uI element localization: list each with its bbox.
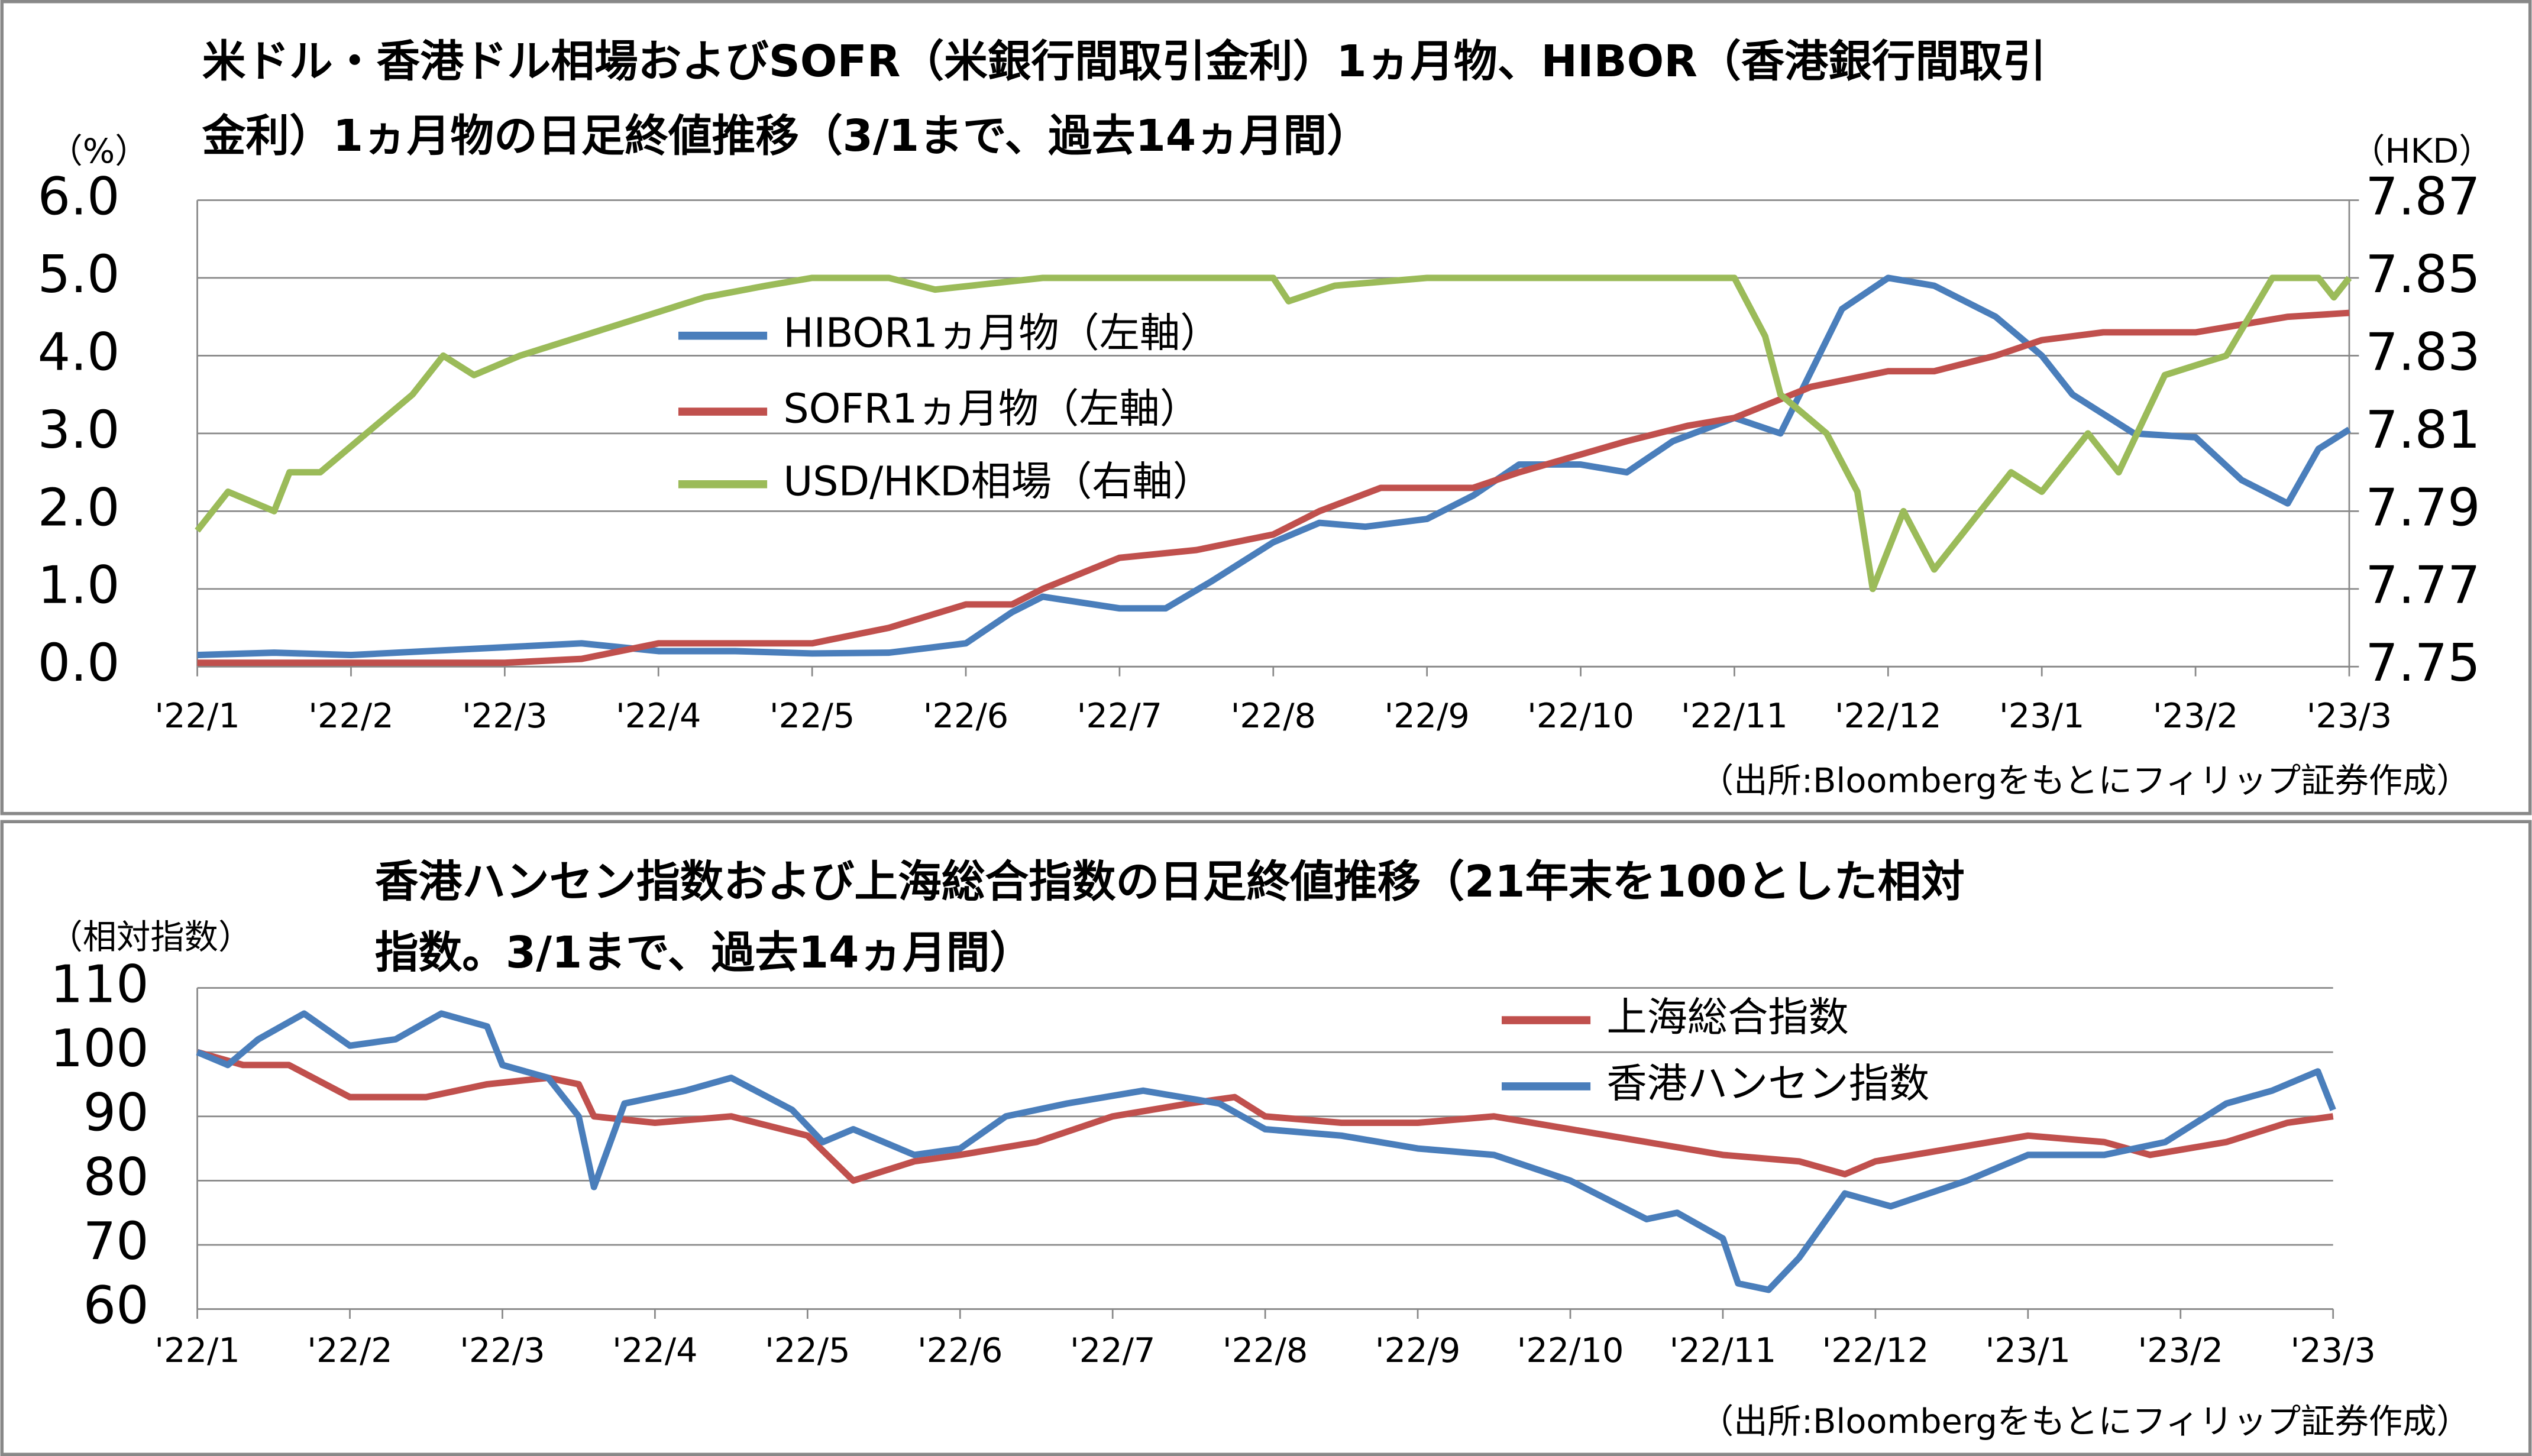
y-tick-label: 80	[83, 1147, 149, 1207]
y2-tick-label: 7.79	[2365, 477, 2480, 538]
y-tick-label: 5.0	[38, 244, 120, 305]
y-axis-unit: （相対指数）	[48, 917, 252, 957]
x-tick-label: '22/7	[1077, 696, 1162, 736]
chart-title: 米ドル・香港ドル相場およびSOFR（米銀行間取引金利）1ヵ月物、HIBOR（香港…	[202, 37, 2046, 87]
x-tick-label: '22/4	[616, 696, 701, 736]
y2-tick-label: 7.87	[2365, 166, 2480, 227]
x-tick-label: '22/11	[1681, 696, 1788, 736]
y-tick-label: 60	[83, 1276, 149, 1336]
x-tick-label: '23/2	[2138, 1331, 2223, 1370]
source-note: （出所:Bloombergをもとにフィリップ証券作成）	[1700, 761, 2470, 800]
y2-tick-label: 7.81	[2365, 400, 2480, 460]
legend-label: 上海総合指数	[1606, 995, 1848, 1041]
x-tick-label: '22/12	[1822, 1331, 1929, 1370]
y-tick-label: 4.0	[38, 322, 120, 382]
legend-label: USD/HKD相場（右軸）	[783, 458, 1213, 505]
y-tick-label: 3.0	[38, 400, 120, 460]
legend-label: SOFR1ヵ月物（左軸）	[783, 386, 1200, 433]
x-tick-label: '22/5	[769, 696, 855, 736]
data-line	[195, 274, 2352, 593]
x-tick-label: '22/3	[462, 696, 547, 736]
y2-tick-label: 7.85	[2365, 244, 2480, 305]
x-tick-label: '23/1	[1999, 696, 2084, 736]
x-tick-label: '22/11	[1670, 1331, 1777, 1370]
data-line	[196, 1010, 2336, 1293]
y-tick-label: 110	[50, 954, 149, 1014]
chart-title: 指数。3/1まで、過去14ヵ月間）	[375, 928, 1033, 978]
bottom-frame	[0, 820, 2532, 1456]
data-line	[197, 309, 2350, 666]
y-axis-unit: （%）	[48, 131, 148, 171]
chart-title: 香港ハンセン指数および上海総合指数の日足終値推移（21年末を100とした相対	[375, 857, 1965, 907]
y-tick-label: 90	[83, 1083, 149, 1143]
y-tick-label: 6.0	[38, 166, 120, 227]
x-tick-label: '22/6	[917, 1331, 1003, 1370]
x-tick-label: '22/10	[1517, 1331, 1624, 1370]
y-tick-label: 100	[50, 1018, 149, 1079]
top-frame	[0, 0, 2532, 816]
x-tick-label: '22/8	[1223, 1331, 1308, 1370]
y2-tick-label: 7.83	[2365, 322, 2480, 382]
x-tick-label: '22/3	[460, 1331, 545, 1370]
y-tick-label: 1.0	[38, 555, 120, 616]
x-tick-label: '22/6	[923, 696, 1008, 736]
x-tick-label: '22/2	[308, 696, 393, 736]
x-tick-label: '23/3	[2290, 1331, 2375, 1370]
x-tick-label: '22/4	[612, 1331, 697, 1370]
x-tick-label: '22/8	[1231, 696, 1316, 736]
x-tick-label: '23/3	[2307, 696, 2392, 736]
legend-label: HIBOR1ヵ月物（左軸）	[783, 310, 1220, 357]
x-tick-label: '22/2	[307, 1331, 392, 1370]
y-tick-label: 0.0	[38, 633, 120, 693]
x-tick-label: '22/5	[765, 1331, 850, 1370]
y2-tick-label: 7.77	[2365, 555, 2480, 616]
x-tick-label: '23/2	[2153, 696, 2238, 736]
source-note: （出所:Bloombergをもとにフィリップ証券作成）	[1700, 1402, 2470, 1441]
x-tick-label: '22/1	[154, 696, 240, 736]
x-tick-label: '22/7	[1070, 1331, 1155, 1370]
x-tick-label: '22/12	[1835, 696, 1942, 736]
x-tick-label: '22/10	[1527, 696, 1634, 736]
y2-axis-unit: （HKD）	[2351, 131, 2492, 171]
x-tick-label: '22/1	[154, 1331, 240, 1370]
chart-title: 金利）1ヵ月物の日足終値推移（3/1まで、過去14ヵ月間）	[202, 111, 1370, 161]
data-line	[197, 274, 2351, 659]
y-tick-label: 70	[83, 1211, 149, 1271]
y2-tick-label: 7.75	[2365, 633, 2480, 693]
x-tick-label: '23/1	[1985, 1331, 2071, 1370]
x-tick-label: '22/9	[1384, 696, 1469, 736]
x-tick-label: '22/9	[1375, 1331, 1460, 1370]
legend-label: 香港ハンセン指数	[1606, 1060, 1929, 1107]
y-tick-label: 2.0	[38, 477, 120, 538]
